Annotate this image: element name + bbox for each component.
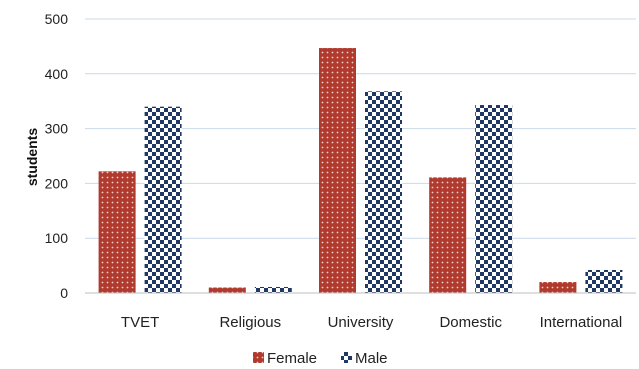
bar-male-domestic — [475, 105, 513, 293]
x-tick-label: Religious — [219, 314, 281, 331]
bar-male-university — [365, 91, 402, 293]
y-tick-label: 0 — [60, 285, 68, 301]
legend-swatch-male — [341, 352, 352, 363]
y-tick-label: 400 — [45, 66, 69, 82]
legend-swatch-female — [253, 352, 264, 363]
y-axis-ticks: 0 100 200 300 400 500 — [45, 11, 69, 301]
x-tick-label: Domestic — [439, 314, 502, 331]
y-tick-label: 100 — [45, 230, 69, 246]
x-tick-label: TVET — [121, 314, 159, 331]
x-axis-ticks: TVET Religious University Domestic Internati… — [121, 314, 622, 331]
bar-female-tvet — [98, 171, 136, 293]
y-tick-label: 300 — [45, 121, 69, 137]
bar-female-religious — [208, 287, 246, 293]
x-tick-label: International — [540, 314, 623, 331]
bar-male-tvet — [144, 106, 182, 294]
bar-male-international — [585, 269, 623, 293]
legend: Female Male — [253, 350, 388, 367]
y-axis-label: students — [24, 128, 40, 187]
bar-female-international — [539, 282, 577, 293]
bars — [98, 48, 623, 294]
bar-female-university — [319, 48, 356, 293]
legend-label-male: Male — [355, 350, 388, 367]
legend-label-female: Female — [267, 350, 317, 367]
y-tick-label: 200 — [45, 175, 69, 191]
bar-male-religious — [254, 286, 292, 293]
x-tick-label: University — [328, 314, 394, 331]
bar-female-domestic — [429, 177, 467, 293]
y-tick-label: 500 — [45, 11, 69, 27]
